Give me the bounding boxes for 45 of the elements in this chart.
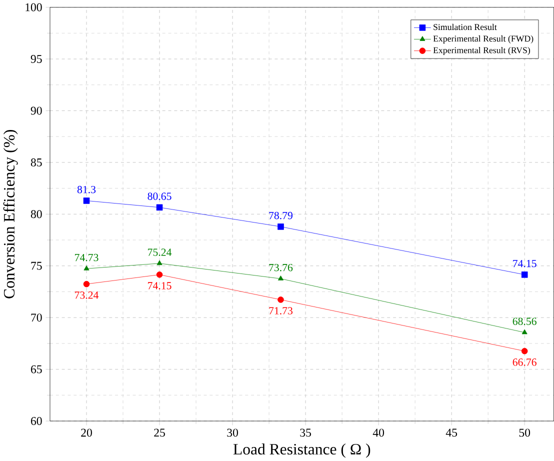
y-tick-label: 75 bbox=[31, 262, 42, 270]
data-label: 66.76 bbox=[512, 358, 536, 366]
data-label: 74.15 bbox=[148, 282, 172, 290]
legend-label: Experimental Result (RVS) bbox=[433, 46, 530, 56]
point bbox=[278, 223, 284, 230]
x-tick-label: 45 bbox=[446, 428, 458, 437]
data-label: 80.65 bbox=[148, 192, 172, 200]
data-label: 75.24 bbox=[148, 248, 172, 256]
point bbox=[156, 204, 163, 211]
legend-label: Simulation Result bbox=[434, 24, 497, 30]
data-label: 71.73 bbox=[269, 307, 292, 314]
y-tick-label: 100 bbox=[26, 3, 42, 12]
y-tick-label: 80 bbox=[30, 210, 42, 218]
y-tick-label: 85 bbox=[30, 158, 42, 166]
point bbox=[83, 280, 90, 288]
x-tick-label: 40 bbox=[372, 428, 384, 437]
x-axis-title: Load Resistance ( Ω ) bbox=[233, 443, 370, 458]
point bbox=[156, 260, 162, 266]
y-tick-label: 70 bbox=[31, 314, 42, 322]
x-tick-label: 35 bbox=[300, 428, 312, 437]
data-label: 81.3 bbox=[77, 186, 96, 194]
point bbox=[83, 198, 90, 204]
data-label: 78.79 bbox=[269, 212, 292, 220]
point bbox=[521, 271, 528, 278]
point bbox=[84, 265, 90, 270]
data-label: 74.15 bbox=[513, 260, 536, 268]
point bbox=[278, 276, 284, 280]
data-label: 74.73 bbox=[75, 254, 98, 262]
point bbox=[156, 271, 163, 278]
x-tick-label: 20 bbox=[81, 428, 92, 437]
point bbox=[521, 348, 528, 354]
data-label: 68.56 bbox=[512, 318, 536, 326]
y-tick-label: 60 bbox=[30, 417, 42, 425]
data-label: 73.24 bbox=[75, 291, 99, 299]
x-tick-label: 30 bbox=[227, 428, 238, 437]
point bbox=[522, 329, 528, 334]
x-tick-label: 50 bbox=[519, 428, 530, 437]
y-axis-title: Conversion Efficiency (%) bbox=[3, 130, 18, 298]
x-tick-label: 25 bbox=[154, 428, 165, 437]
data-label: 73.76 bbox=[269, 264, 293, 272]
y-tick-label: 65 bbox=[30, 365, 42, 374]
legend-label: Experimental Result (FWD) bbox=[433, 35, 534, 44]
y-tick-label: 95 bbox=[30, 54, 42, 63]
y-tick-label: 90 bbox=[30, 106, 42, 115]
point bbox=[278, 296, 284, 303]
